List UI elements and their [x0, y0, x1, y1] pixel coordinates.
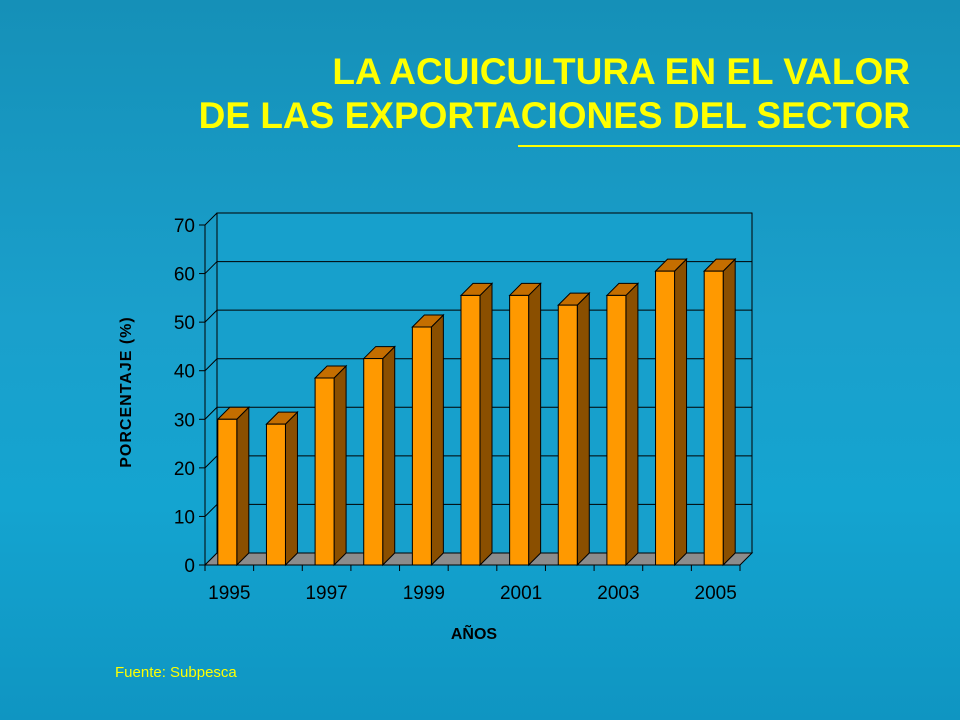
y-tick-label: 70 [174, 216, 195, 237]
x-tick-label: 1999 [403, 583, 445, 604]
y-tick-label: 40 [174, 362, 195, 383]
gridline-side [204, 455, 218, 469]
gridline-side [204, 406, 218, 420]
bar-side [528, 282, 542, 567]
bar [265, 423, 286, 566]
gridline-side [204, 212, 218, 226]
bar [411, 326, 432, 566]
bar-side [576, 291, 590, 567]
title-underline [518, 145, 960, 147]
bar [655, 270, 676, 566]
bar-side [382, 345, 396, 567]
bar [557, 304, 578, 566]
y-tick-label: 60 [174, 265, 195, 286]
slide-title: LA ACUICULTURA EN EL VALOR DE LAS EXPORT… [199, 50, 910, 138]
bar [703, 270, 724, 566]
bar-side [236, 406, 250, 567]
y-tick-label: 50 [174, 313, 195, 334]
x-tick-label: 1995 [208, 583, 250, 604]
y-axis-title: PORCENTAJE (%) [118, 316, 135, 468]
bar [606, 294, 627, 566]
x-tick-label: 2003 [597, 583, 639, 604]
bar-side [722, 257, 736, 567]
gridline-side [204, 358, 218, 372]
bar-side [333, 364, 347, 567]
bar-side [674, 257, 688, 567]
x-tick-label: 1997 [305, 583, 347, 604]
title-line-1: LA ACUICULTURA EN EL VALOR [332, 51, 910, 92]
bar-side [284, 410, 298, 567]
bar [460, 294, 481, 566]
gridline-side [204, 261, 218, 274]
bar [363, 358, 384, 566]
x-axis-title: AÑOS [451, 623, 498, 643]
y-tick-label: 30 [174, 410, 195, 431]
title-line-2: DE LAS EXPORTACIONES DEL SECTOR [198, 95, 910, 136]
bar [217, 418, 238, 566]
bar [509, 294, 530, 566]
gridline-side [204, 504, 218, 517]
bar [314, 377, 335, 566]
y-tick-label: 0 [184, 556, 195, 577]
x-tick-label: 2001 [500, 583, 542, 604]
source-note: Fuente: Subpesca [115, 664, 237, 681]
x-tick-label: 2005 [695, 583, 737, 604]
gridline-side [204, 309, 218, 323]
y-tick-label: 10 [174, 507, 195, 528]
bar-side [430, 313, 444, 567]
bar-side [625, 282, 639, 567]
bar-side [479, 282, 493, 567]
y-tick-label: 20 [174, 459, 195, 480]
